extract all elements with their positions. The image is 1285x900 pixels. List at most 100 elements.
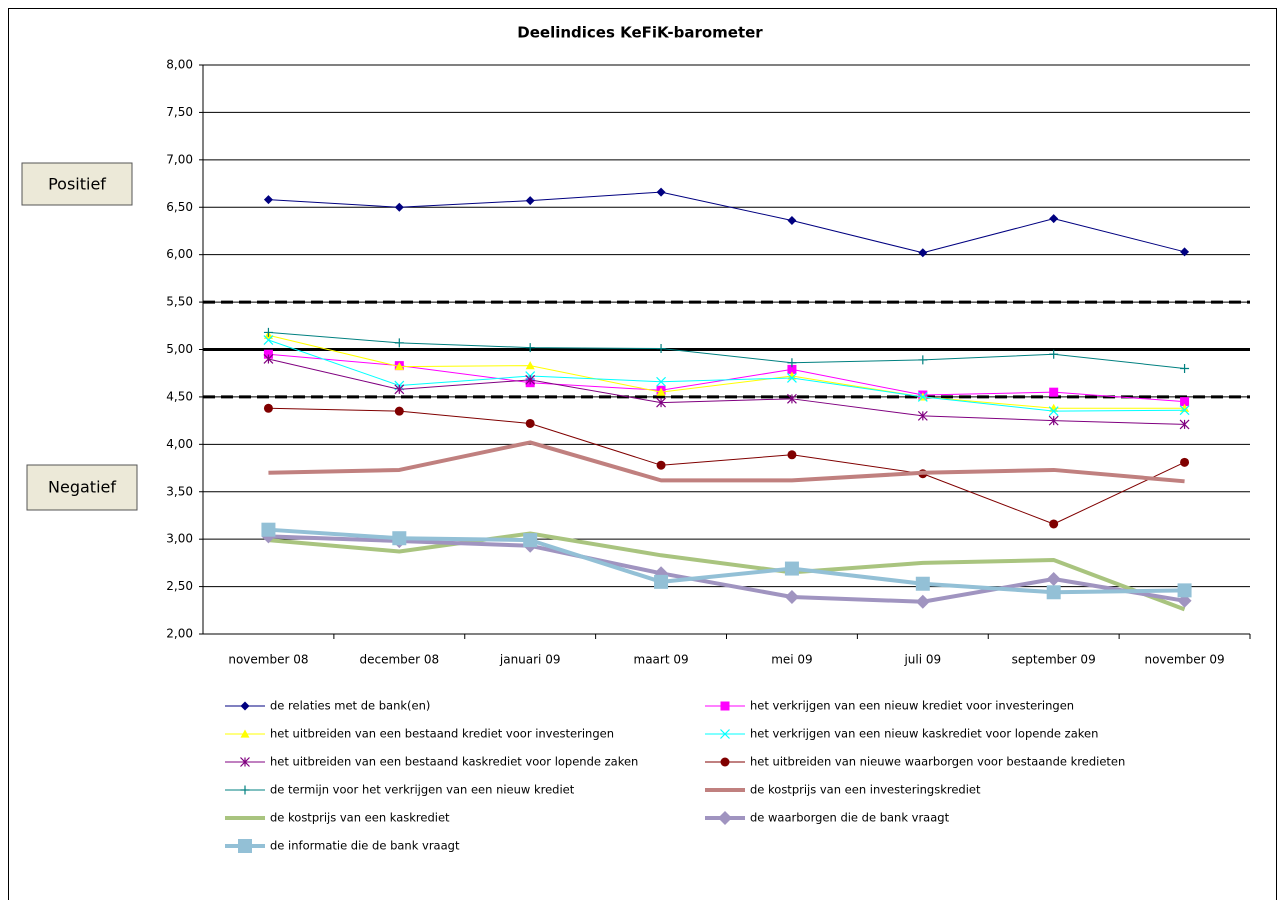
marker [525, 374, 536, 385]
legend-label: de kostprijs van een investeringskrediet [750, 783, 981, 797]
annotation: Negatief [48, 478, 116, 497]
series-line [268, 358, 1185, 425]
marker [1049, 519, 1059, 529]
marker [394, 202, 404, 212]
marker [654, 574, 669, 589]
marker [1046, 585, 1061, 600]
marker [1048, 415, 1059, 426]
annotation-box [26, 464, 138, 511]
marker [720, 701, 730, 711]
y-tick-label: 7,50 [166, 105, 193, 119]
x-tick-label: november 09 [1144, 653, 1224, 667]
legend-label: het uitbreiden van een bestaand krediet … [270, 727, 614, 741]
marker [523, 533, 538, 548]
legend-label: de informatie die de bank vraagt [270, 839, 460, 853]
marker [787, 358, 797, 368]
legend-label: het verkrijgen van een nieuw kaskrediet … [750, 727, 1098, 741]
marker [1179, 419, 1190, 430]
marker [787, 373, 797, 383]
legend-label: het uitbreiden van nieuwe waarborgen voo… [750, 755, 1125, 769]
marker [918, 248, 928, 258]
marker [915, 594, 930, 609]
marker [784, 590, 799, 605]
legend-label: de waarborgen die de bank vraagt [750, 811, 950, 825]
marker [1179, 405, 1190, 416]
marker [787, 393, 797, 404]
x-tick-label: januari 09 [499, 653, 561, 667]
y-tick-label: 3,50 [166, 484, 193, 498]
marker [238, 839, 252, 853]
marker [263, 354, 274, 364]
marker [1180, 457, 1190, 467]
marker [720, 729, 730, 739]
marker [525, 361, 535, 370]
marker [918, 355, 928, 365]
marker [787, 450, 797, 460]
marker [525, 196, 535, 206]
series-line [268, 534, 1185, 604]
marker [718, 811, 732, 825]
x-tick-label: november 08 [228, 653, 308, 667]
marker [240, 757, 250, 767]
legend-label: de kostprijs van een kaskrediet [270, 811, 450, 825]
y-tick-label: 5,50 [166, 295, 193, 309]
marker [525, 343, 535, 353]
y-tick-label: 8,00 [166, 58, 193, 72]
series-line [268, 407, 1185, 525]
marker [1049, 349, 1059, 359]
marker [1180, 363, 1190, 373]
y-tick-label: 2,50 [166, 579, 193, 593]
marker [656, 387, 666, 396]
x-tick-label: juli 09 [903, 653, 941, 667]
marker [656, 376, 666, 387]
marker [656, 187, 666, 197]
marker [263, 349, 273, 359]
x-tick-label: mei 09 [771, 653, 813, 667]
x-tick-label: september 09 [1012, 653, 1096, 667]
y-tick-label: 3,00 [166, 532, 193, 546]
marker [915, 576, 930, 591]
marker [784, 561, 799, 576]
marker [1177, 583, 1192, 598]
marker [917, 410, 928, 421]
y-tick-label: 4,00 [166, 437, 193, 451]
marker [263, 335, 274, 345]
y-tick-label: 4,50 [166, 389, 193, 403]
marker [392, 531, 407, 546]
x-tick-label: december 08 [359, 653, 439, 667]
series-line [268, 531, 1186, 612]
annotation: Positief [48, 175, 106, 194]
x-tick-label: maart 09 [634, 653, 689, 667]
chart-title: Deelindices KeFiK-barometer [517, 24, 763, 42]
marker [1049, 403, 1059, 412]
legend-label: het uitbreiden van een bestaand kaskredi… [270, 755, 638, 769]
marker [656, 460, 666, 470]
marker [394, 338, 404, 348]
marker [261, 522, 276, 537]
series-line [268, 440, 1185, 484]
marker [263, 195, 273, 205]
marker [1049, 214, 1059, 224]
y-tick-label: 6,50 [166, 200, 193, 214]
marker [240, 729, 250, 738]
marker [787, 364, 797, 374]
y-tick-label: 5,00 [166, 342, 193, 356]
legend-label: de relaties met de bank(en) [270, 699, 430, 713]
series-line [268, 527, 1185, 595]
marker [917, 391, 928, 402]
annotation-box [21, 162, 133, 206]
marker [1048, 406, 1059, 417]
marker [240, 701, 250, 711]
marker [394, 384, 405, 395]
legend-label: de termijn voor het verkrijgen van een n… [270, 783, 575, 797]
series-line [268, 339, 1185, 412]
marker [1180, 247, 1190, 257]
marker [240, 785, 250, 795]
marker [263, 403, 273, 413]
marker [394, 406, 404, 416]
legend-label: het verkrijgen van een nieuw krediet voo… [750, 699, 1074, 713]
marker [787, 216, 797, 226]
marker [525, 418, 535, 428]
series-line [268, 191, 1185, 254]
